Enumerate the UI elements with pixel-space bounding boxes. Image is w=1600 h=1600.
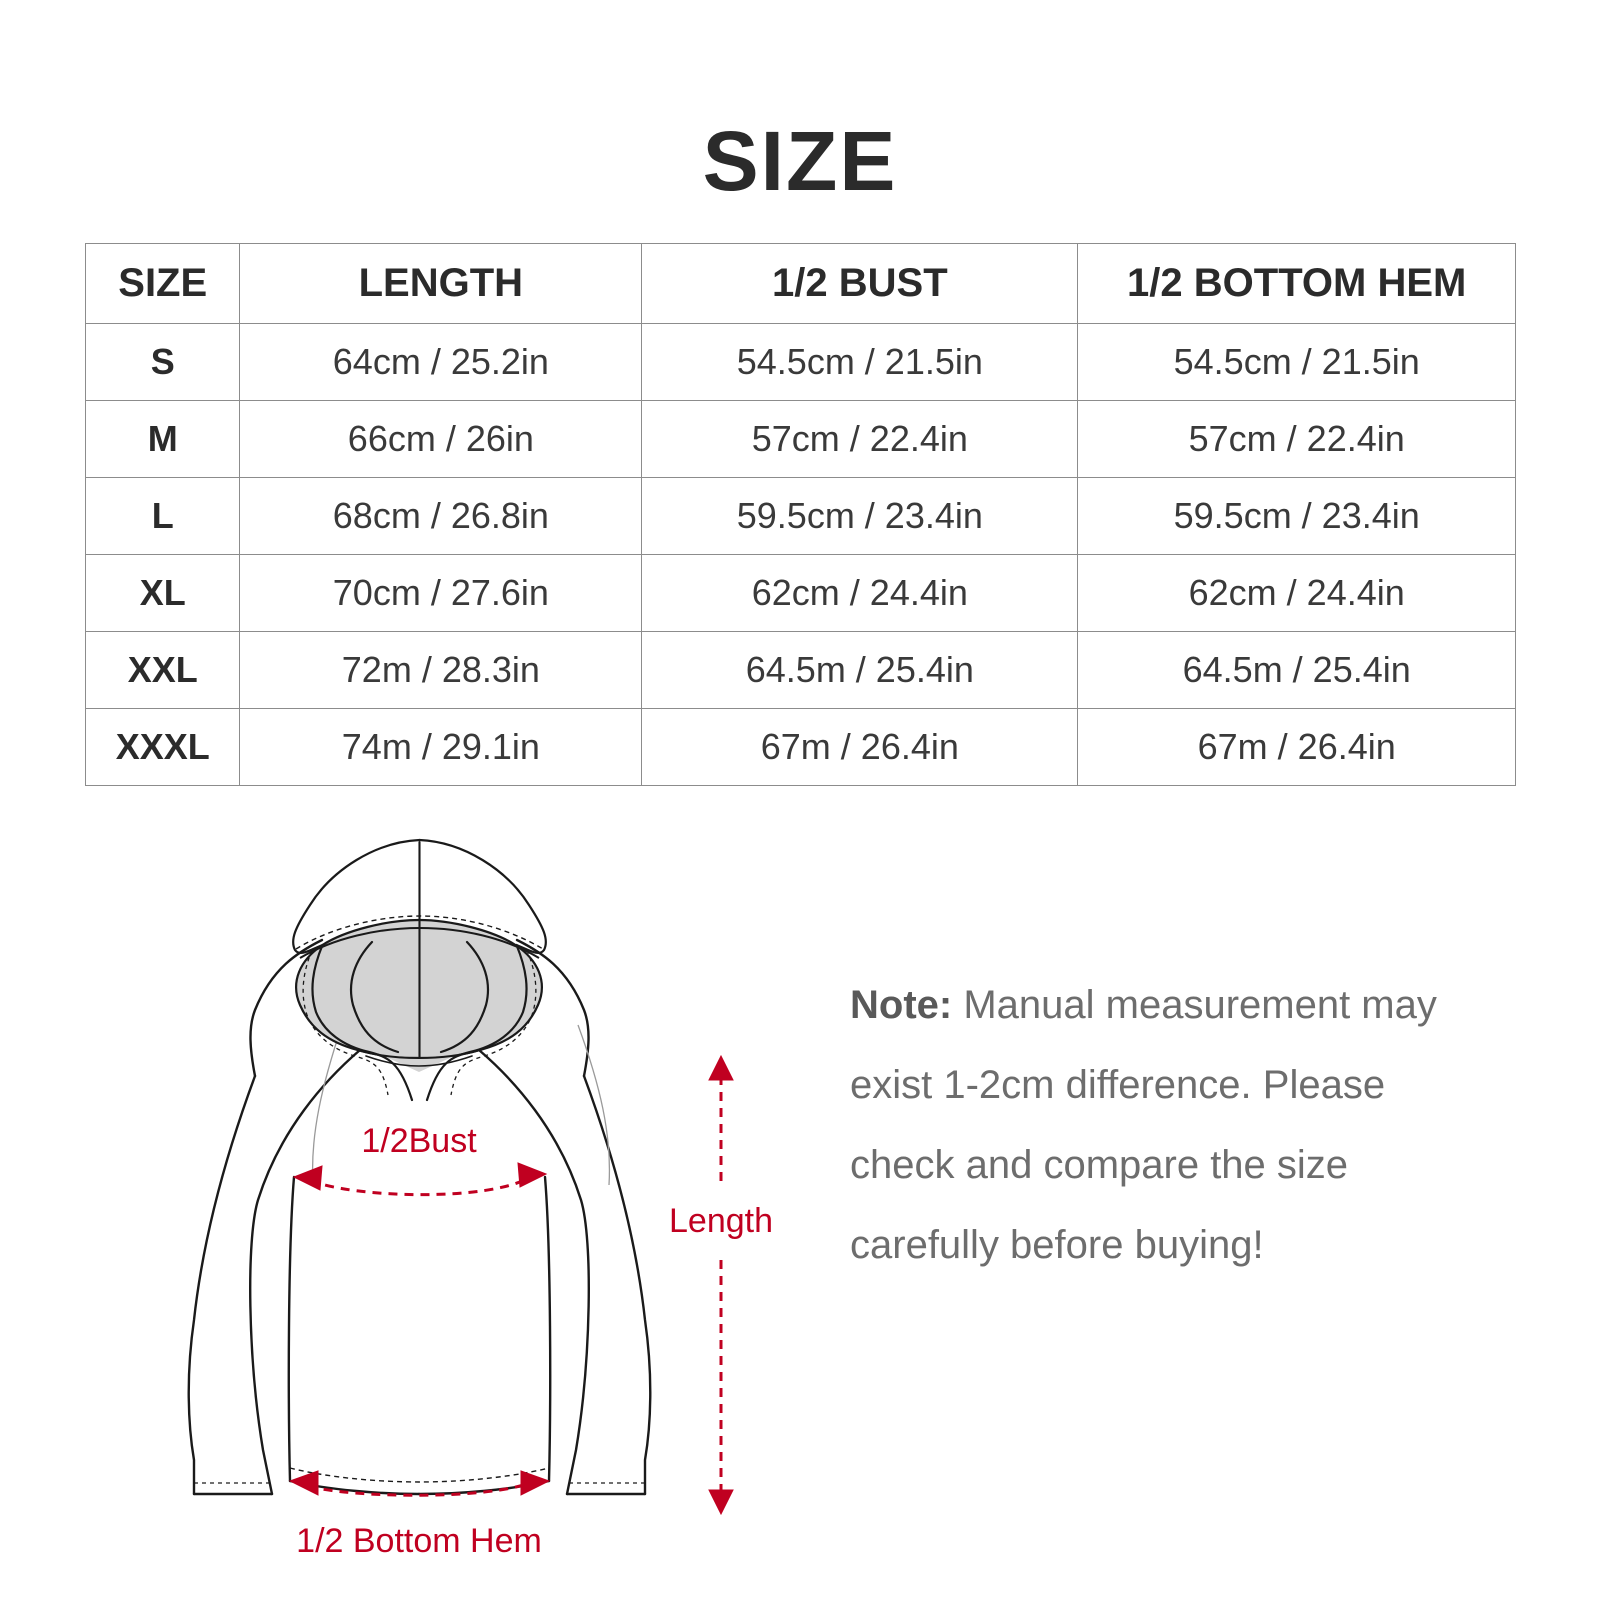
svg-text:1/2Bust: 1/2Bust [361,1122,477,1160]
svg-text:Length: Length [669,1202,773,1240]
svg-text:1/2 Bottom Hem: 1/2 Bottom Hem [296,1522,542,1560]
